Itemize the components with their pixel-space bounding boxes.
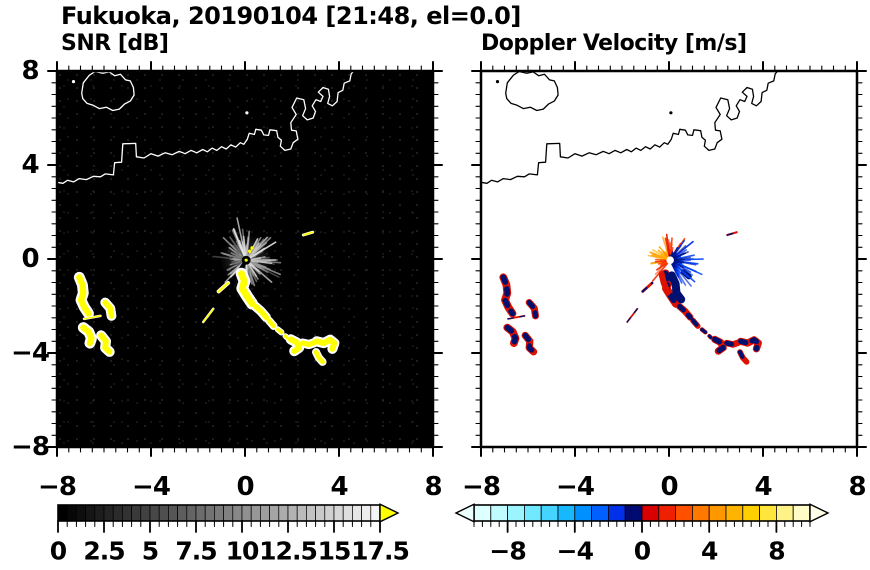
velocity-x-axis-tick-label: −8 [462,472,501,502]
velocity-x-axis-tick-label: 4 [754,472,772,502]
snr-map-panel [57,71,433,447]
snr-colorbar-tick-label: 2.5 [83,536,125,566]
velocity-colorbar-tick-label: −8 [489,536,526,566]
snr-colorbar-tick-label: 0 [49,536,67,566]
velocity-colorbar-tick-label: 4 [700,536,718,566]
velocity-map-plot [481,71,779,365]
snr-x-axis-tick-label: 4 [330,472,348,502]
snr-colorbar-tick-label: 12.5 [259,536,318,566]
snr-colorbar-tick-label: 7.5 [175,536,217,566]
velocity-map-panel [481,71,857,447]
figure-title: Fukuoka, 20190104 [21:48, el=0.0] [61,2,521,30]
velocity-x-axis-tick-label: 8 [848,472,866,502]
velocity-colorbar-tick-label: −4 [556,536,594,566]
y-axis-tick-label: 4 [21,150,39,180]
snr-colorbar-tick-label: 10 [225,536,260,566]
snr-x-axis-tick-label: 8 [424,472,442,502]
y-axis-tick-label: 8 [21,56,39,86]
snr-colorbar-tick-label: 5 [141,536,159,566]
velocity-x-axis-tick-label: −4 [556,472,595,502]
y-axis-tick-label: −4 [11,338,50,368]
snr-x-axis-tick-label: −4 [132,472,171,502]
snr-colorbar-tick-label: 15 [317,536,352,566]
snr-colorbar-tick-label: 17.5 [351,536,410,566]
velocity-colorbar-tick-label: 0 [633,536,651,566]
velocity-colorbar-tick-label: 8 [768,536,785,566]
y-axis-tick-label: −8 [11,432,50,462]
snr-x-axis-tick-label: −8 [38,472,77,502]
velocity-panel-title: Doppler Velocity [m/s] [481,31,747,56]
snr-panel-title: SNR [dB] [61,31,169,56]
snr-x-axis-tick-label: 0 [236,472,254,502]
snr-map-plot [57,71,355,366]
y-axis-tick-label: 0 [21,244,39,274]
velocity-x-axis-tick-label: 0 [660,472,678,502]
